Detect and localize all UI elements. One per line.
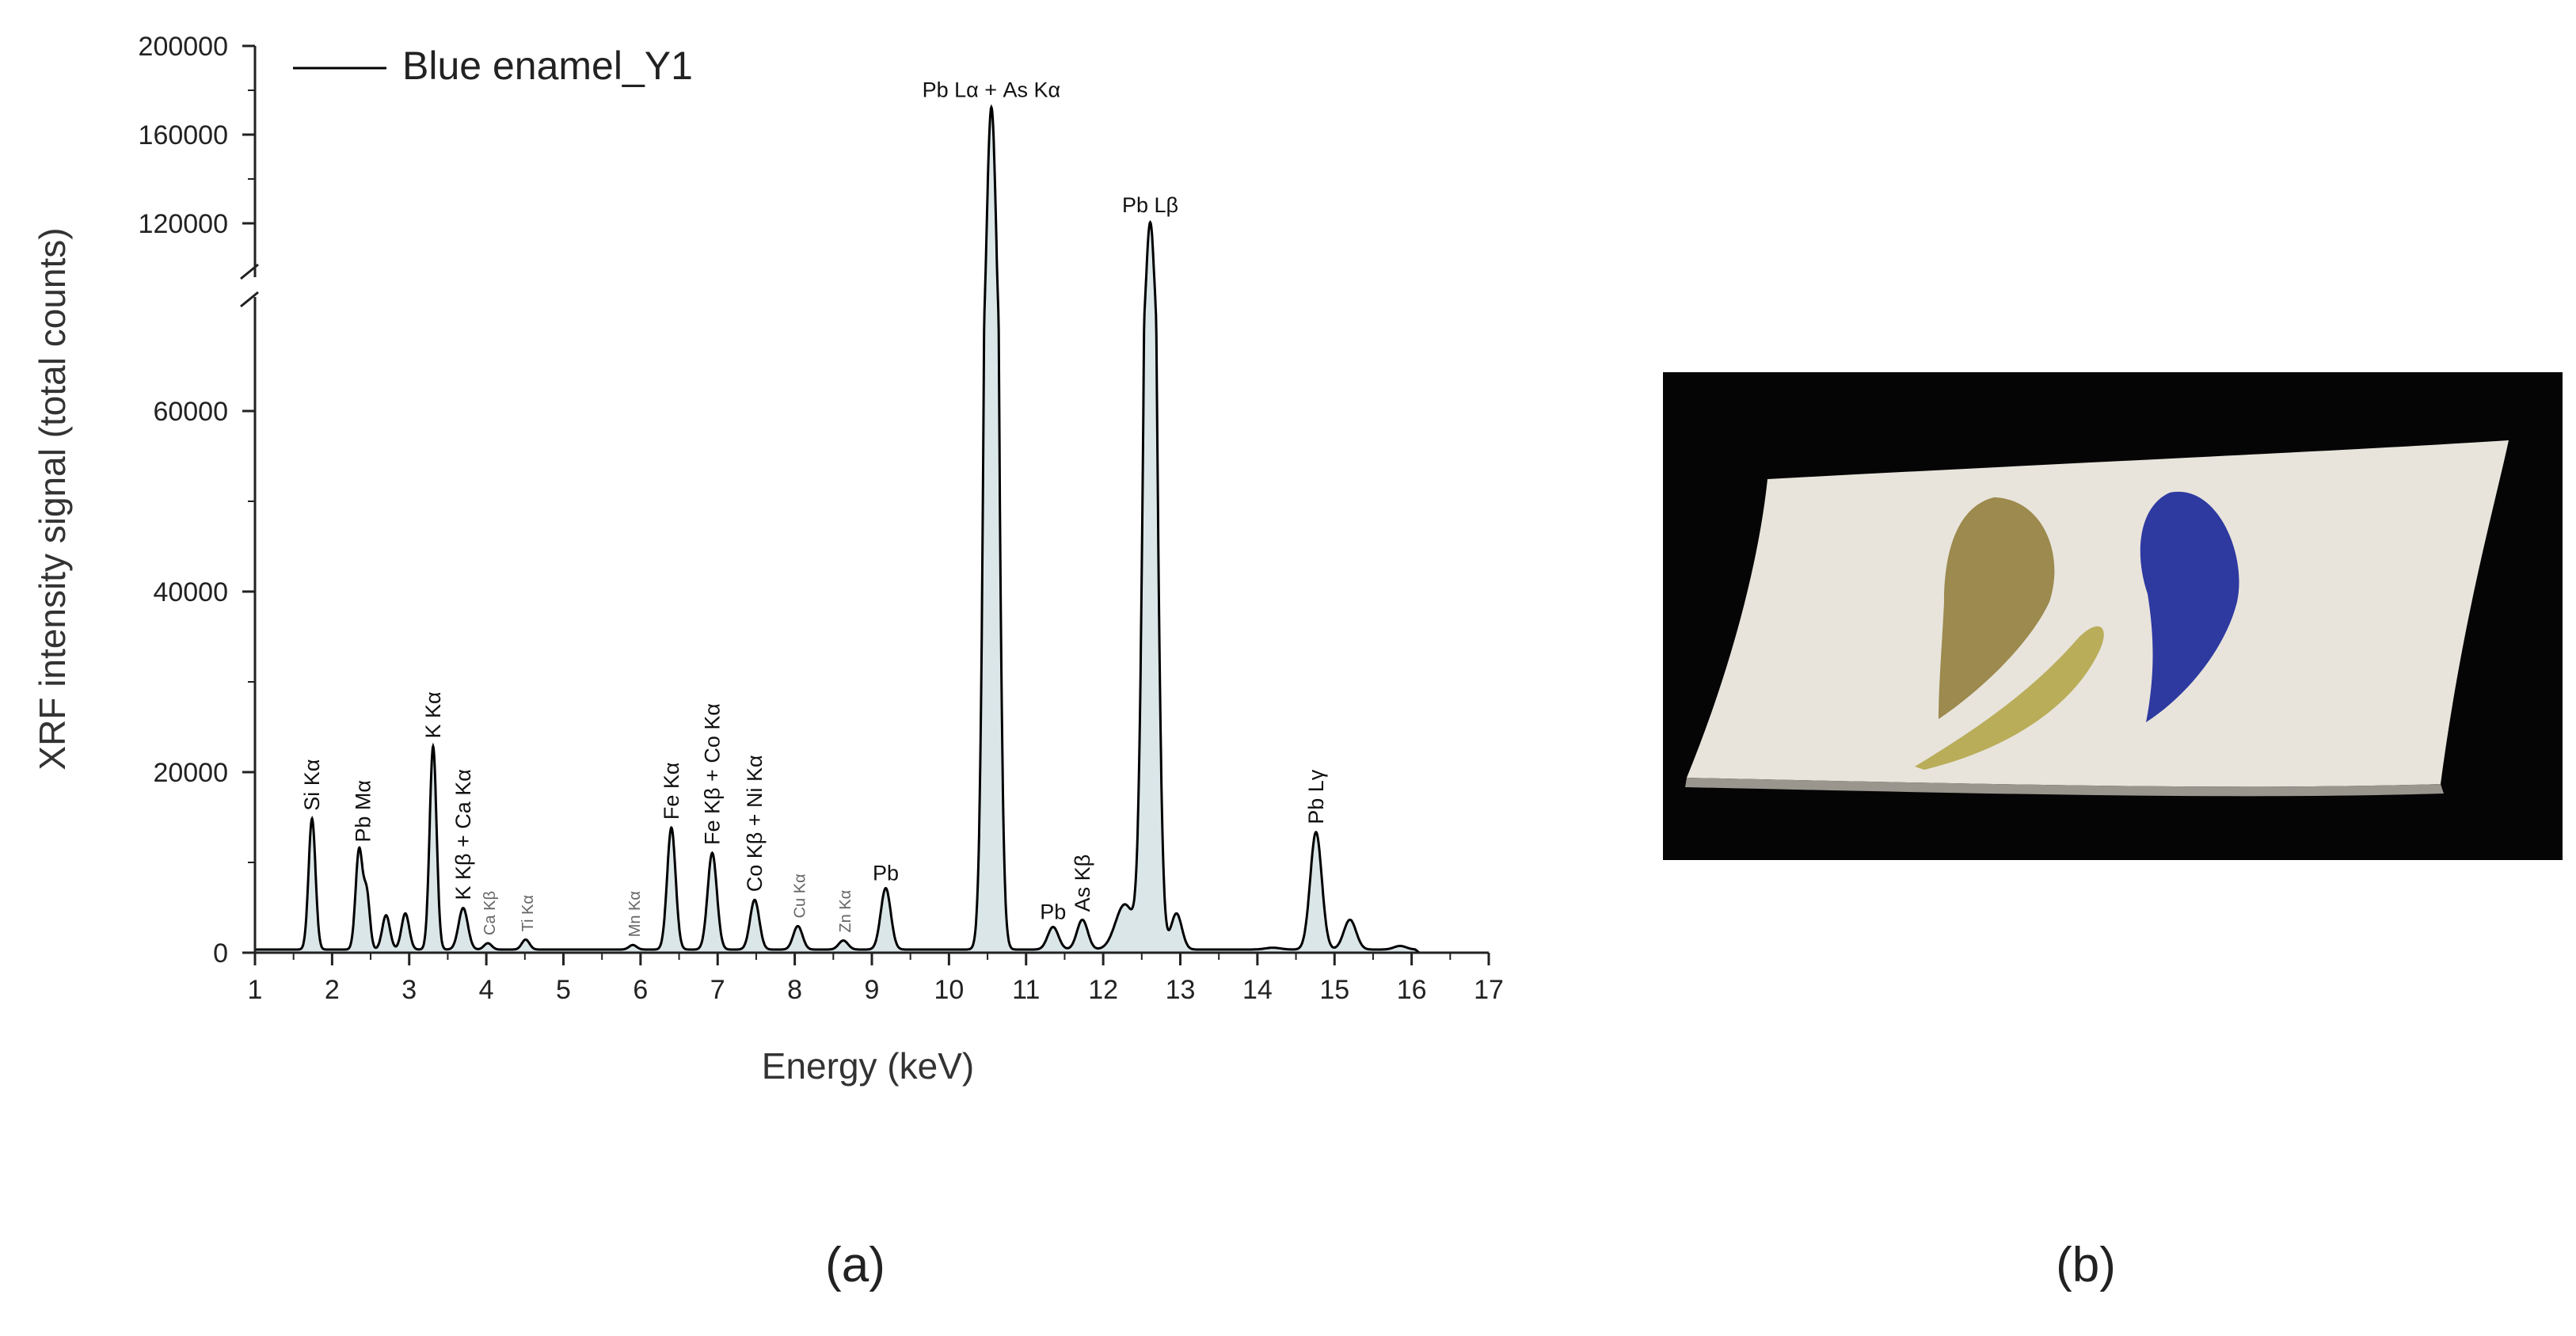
y-tick-label: 120000 — [139, 209, 228, 239]
y-axis-title: XRF intensity signal (total counts) — [32, 227, 73, 770]
panel-label-a: (a) — [825, 1238, 885, 1292]
peak-label: Pb — [873, 862, 899, 885]
peak-label: As Kβ — [1071, 855, 1094, 912]
peak-label: Pb Mα — [351, 780, 375, 843]
panel-label-b: (b) — [2056, 1238, 2116, 1292]
x-tick-label: 5 — [556, 975, 571, 1005]
y-tick-label: 160000 — [139, 120, 228, 150]
peak-label: K Kα — [421, 691, 445, 738]
x-tick-label: 11 — [1012, 975, 1040, 1005]
axis-break-mark — [240, 291, 259, 308]
x-tick-label: 16 — [1397, 975, 1427, 1005]
porcelain-shard — [1687, 440, 2509, 787]
shard-edge-shadow — [1685, 778, 2444, 797]
x-tick-label: 6 — [633, 975, 648, 1005]
peak-label: Ti Kα — [519, 895, 537, 931]
x-tick-label: 9 — [865, 975, 880, 1005]
peak-label: Cu Kα — [792, 874, 809, 918]
peak-label: Mn Kα — [626, 891, 644, 937]
peak-label: Ca Kβ — [481, 891, 499, 935]
y-tick-label: 40000 — [153, 577, 228, 607]
spectrum-line — [255, 104, 1489, 954]
peak-label: Zn Kα — [837, 890, 854, 933]
y-tick-label: 20000 — [153, 758, 228, 788]
x-tick-label: 10 — [934, 975, 964, 1005]
xrf-spectrum-chart: 1 2 3 4 5 6 7 8 9 10 11 12 13 14 15 16 17 02000040000600… — [32, 32, 1504, 1087]
y-tick-label: 0 — [213, 938, 228, 969]
axis-break-mark — [240, 263, 259, 280]
peak-label: Pb — [1040, 900, 1066, 924]
peak-label: Co Kβ + Ni Kα — [743, 755, 767, 892]
x-tick-label: 15 — [1319, 975, 1349, 1005]
peak-label: Fe Kβ + Co Kα — [700, 703, 724, 845]
legend-label: Blue enamel_Y1 — [402, 44, 693, 88]
y-tick-label: 60000 — [153, 397, 228, 427]
blue-leaf-motif — [2140, 491, 2239, 722]
x-tick-label: 12 — [1088, 975, 1118, 1005]
x-tick-label: 3 — [401, 975, 417, 1005]
peak-label: Pb Lβ — [1122, 193, 1178, 217]
peak-label: K Kβ + Ca Kα — [451, 769, 475, 900]
legend: Blue enamel_Y1 — [293, 44, 693, 88]
x-tick-label: 17 — [1474, 975, 1504, 1005]
gold-leaf-motif — [1939, 497, 2055, 719]
peak-labels: Si Kα Pb Mα K Kα K Kβ + Ca Kα Ca Kβ Ti Kα Mn K… — [300, 78, 1328, 937]
porcelain-fragment-photo — [1663, 372, 2563, 860]
peak-label: Si Kα — [300, 759, 324, 811]
y-tick-label: 200000 — [139, 32, 228, 62]
x-tick-label: 13 — [1166, 975, 1196, 1005]
x-axis-title: Energy (keV) — [762, 1045, 974, 1087]
x-tick-label: 2 — [325, 975, 340, 1005]
x-tick-label: 8 — [787, 975, 802, 1005]
x-tick-label: 1 — [248, 975, 263, 1005]
x-tick-label: 14 — [1242, 975, 1273, 1005]
peak-label: Pb Lγ — [1304, 769, 1328, 824]
peak-label: Pb Lα + As Kα — [923, 78, 1061, 101]
peak-label: Fe Kα — [660, 762, 683, 820]
y-axis-ticks: 0 20000 40000 60000 120000 160000 200000 — [139, 32, 255, 969]
olive-leaf-motif — [1915, 626, 2104, 770]
chart-axes — [240, 46, 1489, 954]
x-tick-label: 4 — [479, 975, 494, 1005]
x-axis-ticks: 1 2 3 4 5 6 7 8 9 10 11 12 13 14 15 16 17 — [248, 953, 1504, 1005]
x-tick-label: 7 — [710, 975, 725, 1005]
